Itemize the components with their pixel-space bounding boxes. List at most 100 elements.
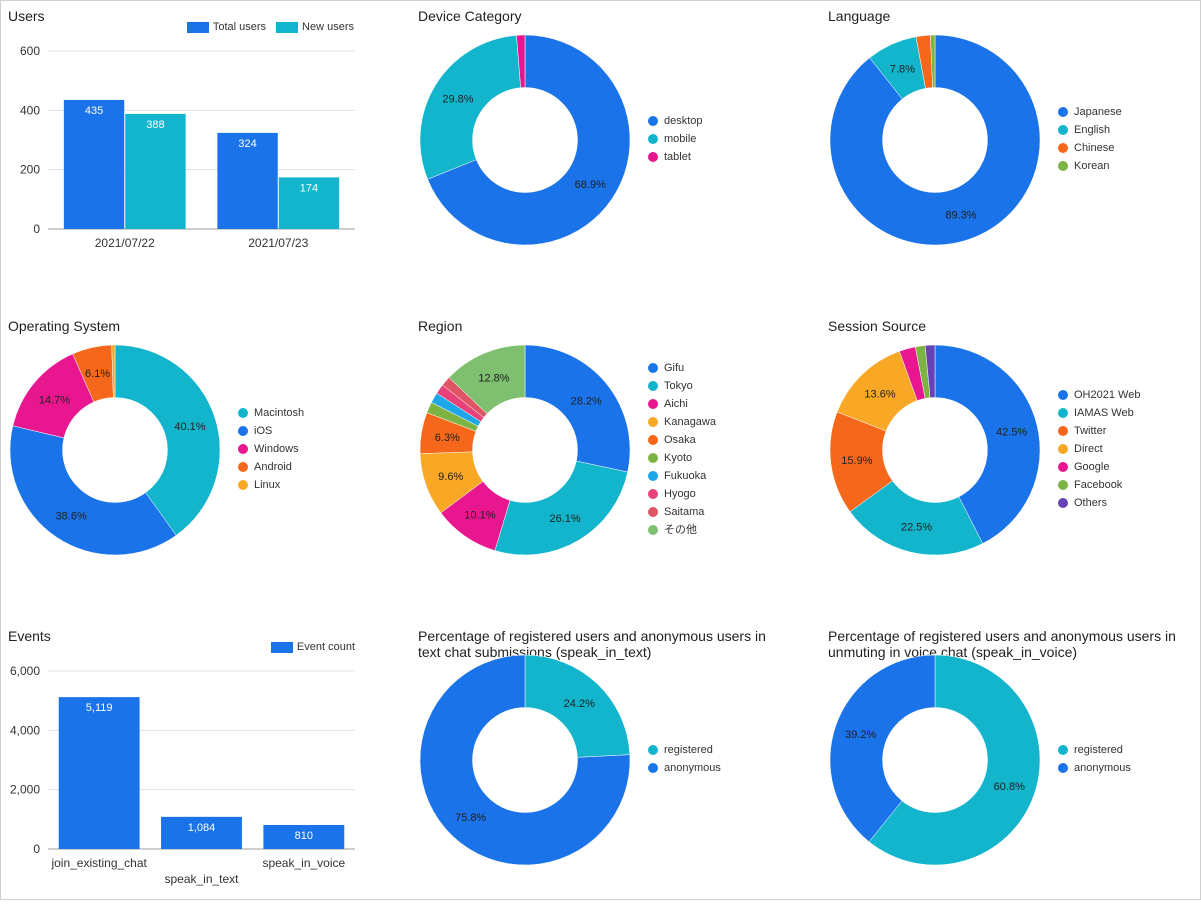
- legend-item-anonymous: anonymous: [1058, 759, 1131, 777]
- legend-label: Korean: [1074, 160, 1110, 172]
- slice-oh2021-web: [934, 344, 1041, 544]
- legend-label: English: [1074, 124, 1111, 136]
- bar-value-label: 5,119: [86, 702, 113, 714]
- legend-dot: [648, 435, 658, 445]
- voice-chat-legend: registered anonymous: [1058, 741, 1131, 777]
- legend-label: iOS: [254, 425, 273, 437]
- bar-value-label: 1,084: [188, 822, 216, 834]
- language-legend: Japanese English Chinese Korean: [1058, 103, 1122, 175]
- y-tick-label: 4,000: [10, 723, 40, 737]
- legend-item-registered: registered: [1058, 741, 1131, 759]
- y-tick-label: 400: [20, 103, 40, 117]
- legend-label: Tokyo: [664, 380, 693, 392]
- device-chart-title: Device Category: [418, 8, 522, 24]
- users-chart-title: Users: [8, 8, 45, 24]
- x-tick-label: 2021/07/23: [248, 236, 308, 250]
- legend-item-tokyo: Tokyo: [648, 377, 716, 395]
- slice-label-registered: 60.8%: [994, 781, 1025, 793]
- y-tick-label: 200: [20, 163, 40, 177]
- legend-dot: [1058, 125, 1068, 135]
- bar-value-label: 388: [146, 119, 164, 131]
- legend-label: Windows: [254, 443, 299, 455]
- legend-label: Google: [1074, 461, 1110, 473]
- language-donut-chart: 89.3% 7.8%: [829, 34, 1041, 246]
- y-tick-label: 600: [20, 44, 40, 58]
- slice-label-registered: 24.2%: [564, 698, 595, 710]
- y-tick-label: 2,000: [10, 783, 40, 797]
- legend-dot: [1058, 107, 1068, 117]
- y-tick-label: 0: [33, 222, 40, 236]
- slice-desktop: [427, 34, 631, 246]
- y-tick-label: 0: [33, 842, 40, 856]
- slice-others: [924, 344, 936, 399]
- slice-label-anonymous: 39.2%: [845, 729, 876, 741]
- legend-dot: [648, 381, 658, 391]
- text-chat-legend: registered anonymous: [648, 741, 721, 777]
- legend-item-windows: Windows: [238, 440, 304, 458]
- legend-item-total-users: Total users: [186, 20, 266, 34]
- y-tick-label: 6,000: [10, 664, 40, 678]
- legend-dot: [1058, 480, 1068, 490]
- slice-registered: [524, 654, 631, 758]
- legend-dot: [238, 408, 248, 418]
- bar-value-label: 435: [85, 105, 103, 117]
- bar-value-label: 810: [295, 830, 313, 842]
- text-chat-donut-chart: 24.2% 75.8%: [419, 654, 631, 866]
- legend-label: Saitama: [664, 506, 705, 518]
- source-chart-panel: Session Source 42.5% 22.5% 15.9% 13.6% OH20…: [820, 310, 1201, 610]
- legend-label: Hyogo: [664, 488, 696, 500]
- legend-item-facebook: Facebook: [1058, 476, 1140, 494]
- slice-other: [448, 344, 526, 415]
- text-chat-chart-panel: Percentage of registered users and anony…: [410, 620, 810, 920]
- slice-iamas-web: [849, 480, 984, 556]
- bar-new-users-2021-07-23: [278, 177, 340, 229]
- legend-item-new-users: New users: [276, 20, 354, 34]
- legend-item-ios: iOS: [238, 422, 304, 440]
- legend-dot: [238, 480, 248, 490]
- device-donut-chart: 68.9% 29.8%: [419, 34, 631, 246]
- legend-dot: [648, 116, 658, 126]
- slice-label-kanagawa: 9.6%: [438, 471, 463, 483]
- legend-item-iamas-web: IAMAS Web: [1058, 404, 1140, 422]
- text-chat-chart-title: Percentage of registered users and anony…: [418, 628, 766, 660]
- legend-label: Macintosh: [254, 407, 305, 419]
- legend-label: Gifu: [664, 362, 685, 374]
- slice-label-android: 6.1%: [85, 368, 110, 380]
- slice-label-anonymous: 75.8%: [455, 812, 486, 824]
- users-chart-panel: Users Total users New users 0 200 400 600 43…: [0, 0, 400, 300]
- slice-japanese: [829, 34, 1041, 246]
- legend-item-aichi: Aichi: [648, 395, 716, 413]
- slice-label-osaka: 6.3%: [435, 432, 460, 444]
- legend-dot: [1058, 745, 1068, 755]
- bar-event-count-speak-in-voice: [263, 824, 345, 849]
- voice-chat-chart-title: Percentage of registered users and anony…: [828, 628, 1176, 660]
- slice-macintosh: [114, 344, 221, 536]
- legend-label: Android: [254, 461, 292, 473]
- region-chart-panel: Region 28.2% 26.1% 10.1% 9.6% 6.3% 12.8% Gifu…: [410, 310, 810, 610]
- legend-label: Kanagawa: [664, 416, 716, 428]
- legend-item-gifu: Gifu: [648, 359, 716, 377]
- legend-dot: [648, 763, 658, 773]
- bar-total-users-2021-07-23: [217, 132, 278, 229]
- os-donut-chart: 40.1% 38.6% 14.7% 6.1%: [9, 344, 221, 556]
- users-bar-chart: 0 200 400 600 435 388 2021/07/22 324 174 2021/07/…: [20, 44, 355, 250]
- legend-swatch: [276, 21, 299, 33]
- legend-item-korean: Korean: [1058, 157, 1122, 175]
- slice-linux: [111, 344, 116, 398]
- legend-dot: [648, 453, 658, 463]
- users-chart-legend: Total users New users: [177, 20, 354, 34]
- legend-swatch: [186, 21, 209, 33]
- x-tick-label: 2021/07/22: [95, 236, 155, 250]
- legend-label: Japanese: [1074, 106, 1122, 118]
- device-legend: desktop mobile tablet: [648, 112, 703, 166]
- legend-item-anonymous: anonymous: [648, 759, 721, 777]
- legend-label: anonymous: [664, 762, 721, 774]
- slice-label-ios: 38.6%: [56, 510, 87, 522]
- events-chart-legend: Event count: [261, 640, 355, 654]
- slice-label-mobile: 29.8%: [442, 94, 473, 106]
- x-tick-label: speak_in_text: [164, 872, 239, 886]
- legend-item-macintosh: Macintosh: [238, 404, 304, 422]
- legend-item-fukuoka: Fukuoka: [648, 467, 716, 485]
- bar-value-label: 174: [300, 182, 318, 194]
- legend-label: Twitter: [1074, 425, 1107, 437]
